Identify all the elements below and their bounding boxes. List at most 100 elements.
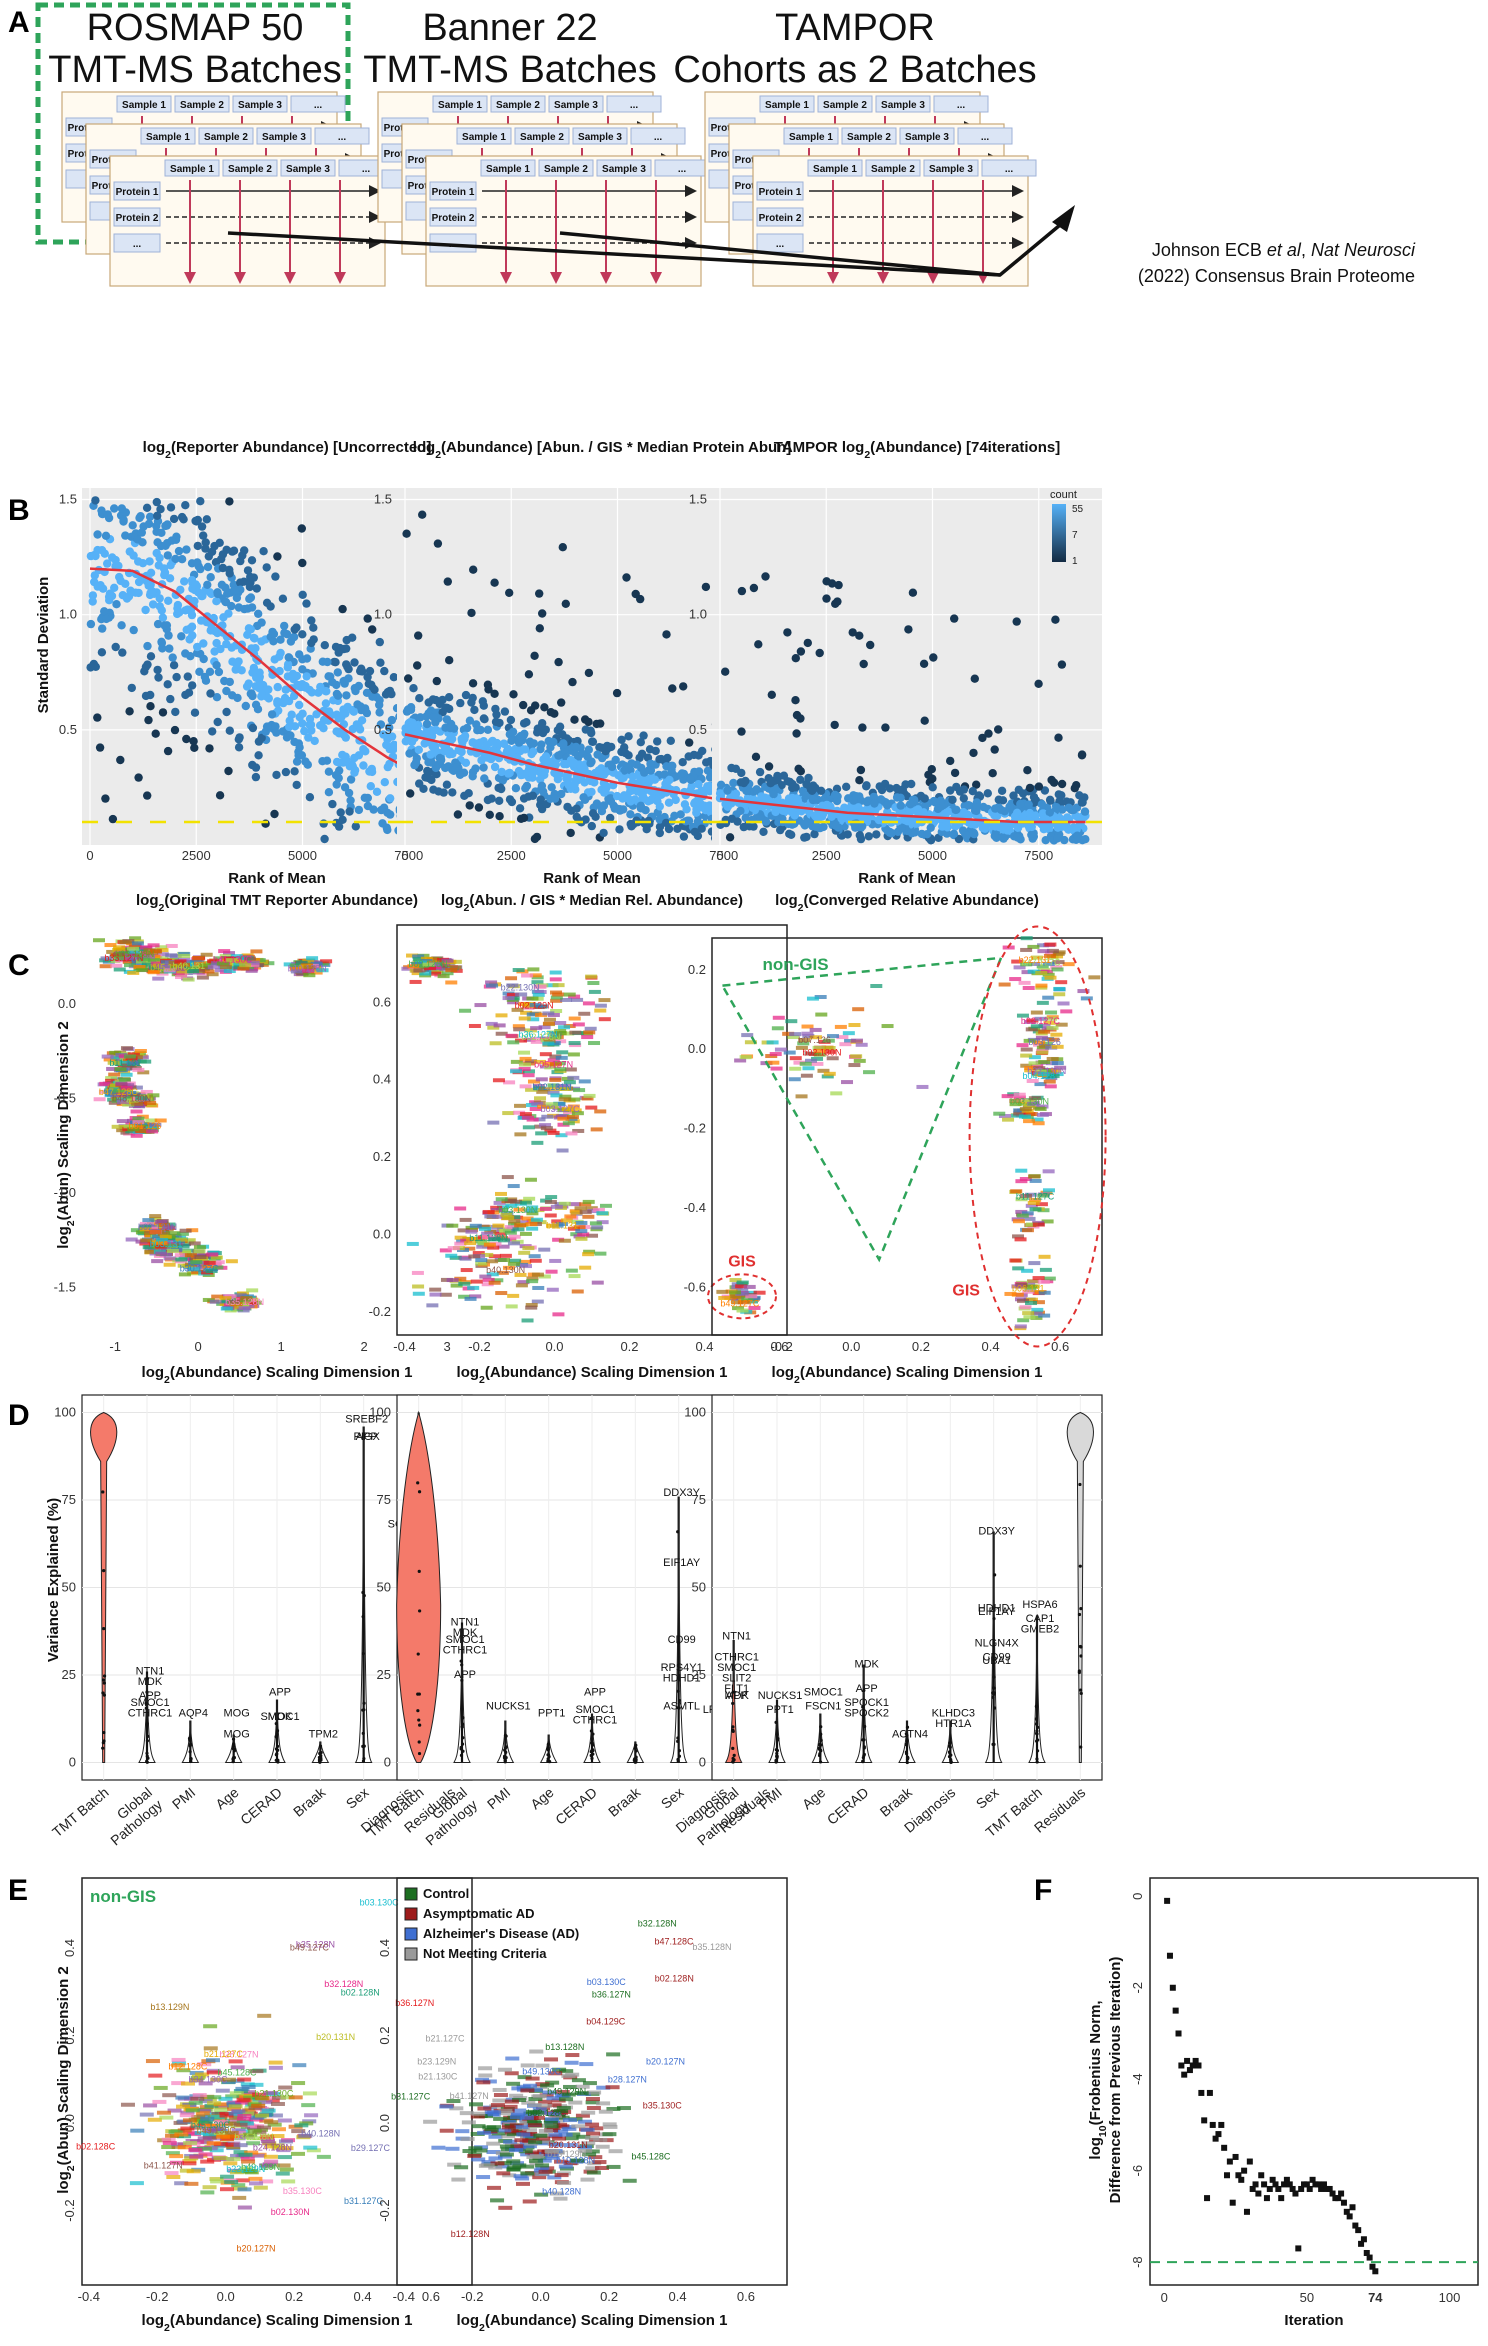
b-hex-point — [166, 561, 175, 570]
b-hex-point — [754, 640, 763, 649]
b-xtick: 7500 — [394, 848, 423, 863]
c-xtick: -1 — [109, 1339, 121, 1354]
b-hex-point — [490, 578, 499, 587]
b-hex-point — [584, 717, 593, 727]
b-hex-point — [490, 689, 499, 698]
c-sample-mark — [135, 1129, 148, 1134]
c-sample-mark — [557, 1116, 570, 1121]
c-sample-mark — [475, 1261, 488, 1266]
b-hex-point — [324, 672, 333, 681]
b-hex-point — [179, 515, 188, 524]
b-hex-point — [323, 657, 332, 667]
b-xlabel: Rank of Mean — [228, 870, 326, 887]
c-sample-mark — [558, 1238, 571, 1243]
c-sample-mark — [1055, 980, 1068, 985]
b-hex-point — [661, 818, 671, 828]
b-hex-point — [359, 761, 368, 770]
c-sample-mark — [589, 1221, 602, 1226]
b-hex-point — [108, 814, 118, 824]
b-hex-point — [1018, 814, 1027, 823]
c-sample-mark — [582, 1199, 595, 1204]
b-hex-point — [1054, 790, 1064, 799]
b-hex-point — [331, 771, 341, 780]
b-hex-point — [530, 834, 540, 844]
b-hex-point — [736, 806, 745, 816]
c-sample-mark — [542, 1021, 555, 1026]
b-legend-tick: 55 — [1072, 504, 1084, 515]
b-hex-point — [517, 770, 526, 780]
batch-title-line2: Cohorts as 2 Batches — [673, 49, 1036, 91]
b-hex-point — [1009, 791, 1018, 800]
sample-header-label: Sample 3 — [881, 100, 925, 111]
b-xtick: 5000 — [918, 848, 947, 863]
c-sample-mark — [519, 1084, 532, 1089]
c-gis-circle — [707, 1273, 777, 1320]
b-hex-point — [247, 556, 257, 565]
c-sample-mark — [531, 1140, 544, 1145]
b-hex-point — [611, 755, 620, 765]
b-hex-point — [297, 524, 306, 533]
b-hex-point — [1013, 833, 1022, 842]
c-sample-mark — [238, 1306, 251, 1311]
c-sample-mark — [495, 1031, 508, 1036]
b-hex-point — [529, 747, 538, 756]
c-sample-mark — [743, 1284, 756, 1289]
c-sample-mark — [211, 1265, 224, 1270]
protein-header-label: Protein 1 — [759, 187, 802, 198]
b-hex-point — [101, 794, 110, 803]
b-hex-point — [344, 788, 354, 798]
b-hex-point — [272, 728, 281, 737]
b-hex-point — [245, 582, 255, 592]
c-sample-mark — [115, 1081, 128, 1086]
c-sample-label: b02.131N — [533, 1082, 572, 1092]
b-hex-point — [112, 600, 121, 609]
b-hex-point — [524, 765, 534, 775]
c-sample-mark — [732, 1306, 745, 1311]
c-sample-mark — [536, 1004, 549, 1009]
c-sample-mark — [1035, 983, 1048, 988]
b-hex-point — [538, 609, 547, 618]
c-sample-mark — [487, 1025, 500, 1030]
c-sample-mark — [502, 1265, 515, 1270]
sample-header-cell — [875, 95, 931, 113]
b-hex-point — [682, 805, 691, 814]
c-sample-mark — [218, 949, 231, 954]
c-sample-mark — [247, 960, 260, 965]
c-sample-mark — [439, 1292, 452, 1297]
b-hex-point — [474, 803, 484, 812]
c-sample-mark — [101, 1054, 114, 1059]
b-ytick: 0.5 — [59, 722, 77, 737]
c-sample-mark — [1018, 1114, 1031, 1119]
b-hex-point — [964, 811, 973, 820]
c-sample-mark — [538, 1087, 551, 1092]
b-hex-point — [601, 747, 610, 756]
merge-arrow-head — [1052, 205, 1075, 232]
c-sample-mark — [1051, 1061, 1064, 1066]
b-hex-point — [370, 685, 379, 694]
c-sample-mark — [569, 1030, 582, 1035]
b-hex-point — [547, 783, 556, 792]
c-sample-mark — [844, 1038, 857, 1043]
b-hex-point — [205, 744, 214, 753]
c-sample-mark — [1029, 1207, 1042, 1212]
b-hex-point — [251, 644, 260, 653]
c-xtick: -0.4 — [393, 1339, 415, 1354]
c-sample-mark — [852, 1007, 865, 1012]
b-hex-point — [950, 768, 960, 778]
c-sample-mark — [598, 1017, 611, 1022]
c-sample-mark — [144, 1249, 157, 1254]
b-hex-point — [238, 551, 247, 560]
c-sample-mark — [544, 1213, 557, 1218]
b-hex-point — [418, 510, 427, 519]
c-sample-mark — [594, 1109, 607, 1114]
c-sample-mark — [741, 1033, 754, 1038]
c-sample-mark — [454, 1276, 467, 1281]
c-sample-mark — [120, 1085, 133, 1090]
c-sample-mark — [156, 956, 169, 961]
b-hex-point — [221, 597, 230, 607]
c-sample-mark — [518, 1066, 531, 1071]
c-sample-label: b02.129N — [515, 1000, 554, 1010]
b-hex-point — [427, 775, 436, 785]
c-sample-mark — [797, 1041, 810, 1046]
c-sample-mark — [555, 1055, 568, 1060]
